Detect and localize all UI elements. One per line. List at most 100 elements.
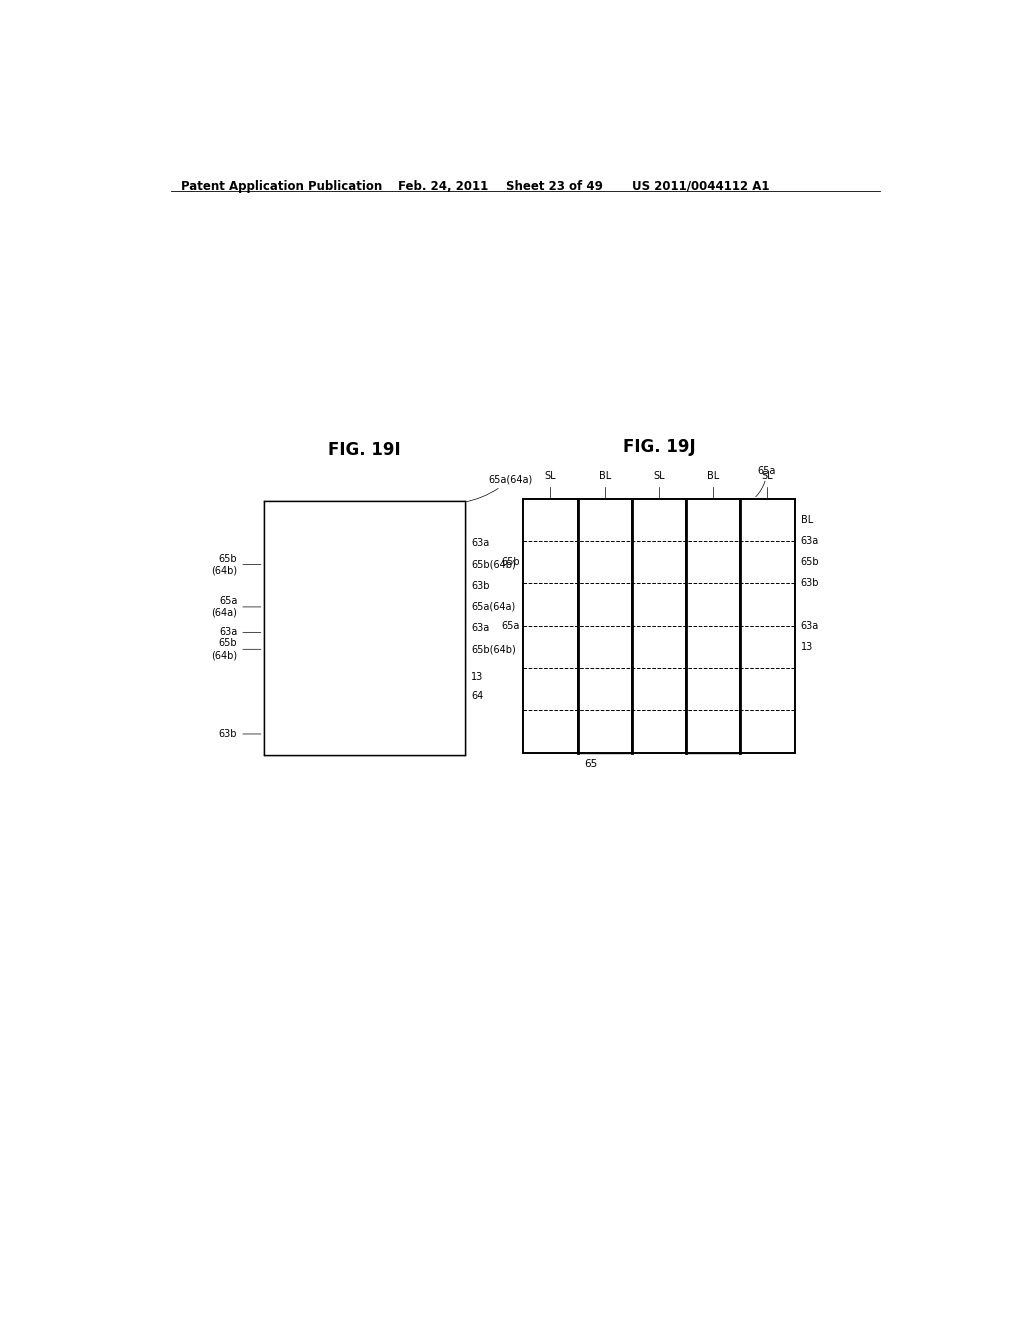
Bar [375,605,411,626]
Bar [377,632,392,647]
Text: 63b: 63b [465,581,489,591]
Bar [287,609,301,624]
Bar [598,713,611,726]
Bar [535,735,545,746]
Bar [276,717,292,731]
Text: FIG. 19I: FIG. 19I [328,441,400,459]
Bar [530,675,541,685]
Bar [422,729,433,739]
Bar [524,711,577,752]
Bar [264,713,313,755]
Bar [748,521,769,539]
Bar [741,499,794,540]
Bar [263,502,465,755]
Bar [741,627,794,668]
Bar [707,544,720,557]
Bar [336,737,351,751]
Bar [529,549,537,556]
Bar [598,586,611,599]
Text: 65a
(64a): 65a (64a) [211,597,261,618]
Text: Patent Application Publication: Patent Application Publication [180,180,382,193]
Bar [417,546,453,564]
Bar [632,499,686,541]
Bar [375,566,410,583]
Bar [264,544,313,585]
Bar [639,521,660,539]
Bar [635,586,656,603]
Text: 63a: 63a [795,620,819,631]
Bar [523,668,578,710]
Bar [425,519,461,541]
Bar [523,626,578,668]
Bar [425,605,461,626]
Bar [322,560,332,570]
Bar [686,583,740,626]
Bar [743,645,766,667]
Bar [751,566,762,577]
Bar [594,554,615,577]
Bar [273,519,310,541]
Bar [740,541,795,583]
Bar [632,710,686,752]
Text: Feb. 24, 2011: Feb. 24, 2011 [397,180,488,193]
Bar [745,634,754,642]
Bar [314,628,364,671]
Bar [638,634,645,642]
Bar [578,710,632,752]
Text: 65a(64a): 65a(64a) [428,474,532,504]
Bar [594,681,615,704]
Bar [324,689,360,710]
Bar [740,668,795,710]
Bar [635,502,656,519]
Bar [526,586,548,603]
Bar [598,671,611,684]
Bar [598,502,611,515]
Bar [643,651,653,661]
Bar [530,504,541,516]
Bar [337,693,352,709]
Bar [316,631,352,648]
Bar [644,524,654,535]
Bar [527,685,536,693]
Bar [686,499,740,541]
Bar [741,711,794,752]
Bar [365,713,415,755]
Bar [316,715,352,733]
Bar [530,606,552,623]
Bar [375,735,410,752]
Bar [536,524,547,535]
Bar [365,544,415,585]
Bar [324,735,359,752]
Bar [707,502,720,515]
Bar [375,689,411,710]
Bar [373,676,384,686]
Bar [632,668,686,710]
Bar [286,568,300,582]
Bar [741,669,794,710]
Bar [702,639,724,661]
Bar [643,566,653,577]
Bar [526,561,549,581]
Bar [273,651,309,668]
Bar [686,626,740,668]
Bar [327,717,342,731]
Bar [423,506,434,517]
Text: 65b: 65b [795,557,819,568]
Bar [578,541,632,583]
Bar [415,671,465,713]
Bar [745,549,754,556]
Bar [748,606,769,623]
Bar [425,651,460,668]
Bar [524,627,577,668]
Bar [365,586,415,628]
Bar [324,651,359,668]
Bar [702,554,724,577]
Bar [270,560,282,570]
Bar [314,586,364,628]
Bar [524,585,577,626]
Text: 65a: 65a [502,620,526,631]
Bar [639,606,660,623]
Bar [633,711,685,752]
Bar [702,725,724,746]
Bar [633,543,685,582]
